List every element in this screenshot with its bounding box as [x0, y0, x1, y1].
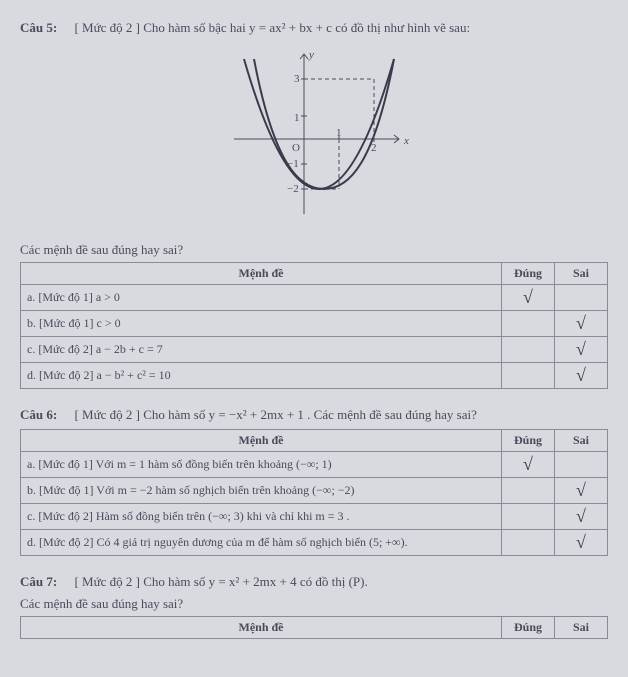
origin-O: O — [292, 142, 300, 154]
q5-th-stmt: Mệnh đề — [21, 263, 502, 285]
check-icon: √ — [576, 339, 586, 359]
q7-prompt: Các mệnh đề sau đúng hay sai? — [20, 596, 608, 612]
q5-intro: [ Mức độ 2 ] Cho hàm số bậc hai y = ax² … — [74, 20, 470, 35]
svg-text:3: 3 — [294, 73, 300, 85]
q7-intro: [ Mức độ 2 ] Cho hàm số y = x² + 2mx + 4… — [74, 574, 367, 589]
q7-th-false: Sai — [555, 617, 608, 639]
table-row: d. [Mức độ 2] Có 4 giá trị nguyên dương … — [21, 530, 608, 556]
svg-text:y: y — [308, 49, 314, 61]
q6-th-false: Sai — [555, 430, 608, 452]
check-icon: √ — [576, 480, 586, 500]
q5-graph: O x y 1 2 1 3 −1 −2 — [20, 44, 608, 228]
q5-row2-stmt: c. [Mức độ 2] a − 2b + c = 7 — [21, 337, 502, 363]
q5-table: Mệnh đề Đúng Sai a. [Mức độ 1] a > 0 √ b… — [20, 262, 608, 389]
table-row: a. [Mức độ 1] a > 0 √ — [21, 285, 608, 311]
svg-text:2: 2 — [371, 142, 377, 154]
q7-label: Câu 7: — [20, 574, 57, 589]
q6-row2-stmt: c. [Mức độ 2] Hàm số đồng biến trên (−∞;… — [21, 504, 502, 530]
table-row: a. [Mức độ 1] Với m = 1 hàm số đồng biến… — [21, 452, 608, 478]
check-icon: √ — [576, 365, 586, 385]
check-icon: √ — [523, 287, 533, 307]
parabola-graph: O x y 1 2 1 3 −1 −2 — [219, 44, 409, 224]
q5-row1-stmt: b. [Mức độ 1] c > 0 — [21, 311, 502, 337]
q5-row3-stmt: d. [Mức độ 2] a − b² + c² = 10 — [21, 363, 502, 389]
svg-text:−1: −1 — [287, 158, 299, 170]
q6-intro: [ Mức độ 2 ] Cho hàm số y = −x² + 2mx + … — [74, 407, 476, 422]
table-row: c. [Mức độ 2] a − 2b + c = 7 √ — [21, 337, 608, 363]
q6-heading: Câu 6: [ Mức độ 2 ] Cho hàm số y = −x² +… — [20, 407, 608, 423]
q5-prompt: Các mệnh đề sau đúng hay sai? — [20, 242, 608, 258]
q6-row0-stmt: a. [Mức độ 1] Với m = 1 hàm số đồng biến… — [21, 452, 502, 478]
q7-th-stmt: Mệnh đề — [21, 617, 502, 639]
q5-row0-stmt: a. [Mức độ 1] a > 0 — [21, 285, 502, 311]
q6-row3-stmt: d. [Mức độ 2] Có 4 giá trị nguyên dương … — [21, 530, 502, 556]
table-row: d. [Mức độ 2] a − b² + c² = 10 √ — [21, 363, 608, 389]
q5-label: Câu 5: — [20, 20, 57, 35]
table-row: b. [Mức độ 1] Với m = −2 hàm số nghịch b… — [21, 478, 608, 504]
q7-th-true: Đúng — [502, 617, 555, 639]
q5-heading: Câu 5: [ Mức độ 2 ] Cho hàm số bậc hai y… — [20, 20, 608, 36]
svg-text:x: x — [403, 135, 409, 147]
q7-table: Mệnh đề Đúng Sai — [20, 616, 608, 639]
q6-th-stmt: Mệnh đề — [21, 430, 502, 452]
q7-heading: Câu 7: [ Mức độ 2 ] Cho hàm số y = x² + … — [20, 574, 608, 590]
svg-text:1: 1 — [294, 112, 300, 124]
table-row: b. [Mức độ 1] c > 0 √ — [21, 311, 608, 337]
table-row: c. [Mức độ 2] Hàm số đồng biến trên (−∞;… — [21, 504, 608, 530]
check-icon: √ — [576, 532, 586, 552]
svg-text:−2: −2 — [287, 183, 299, 195]
q6-label: Câu 6: — [20, 407, 57, 422]
q6-row1-stmt: b. [Mức độ 1] Với m = −2 hàm số nghịch b… — [21, 478, 502, 504]
question-6: Câu 6: [ Mức độ 2 ] Cho hàm số y = −x² +… — [20, 407, 608, 556]
q5-th-true: Đúng — [502, 263, 555, 285]
check-icon: √ — [576, 313, 586, 333]
check-icon: √ — [523, 454, 533, 474]
question-7: Câu 7: [ Mức độ 2 ] Cho hàm số y = x² + … — [20, 574, 608, 639]
q6-th-true: Đúng — [502, 430, 555, 452]
q6-table: Mệnh đề Đúng Sai a. [Mức độ 1] Với m = 1… — [20, 429, 608, 556]
check-icon: √ — [576, 506, 586, 526]
question-5: Câu 5: [ Mức độ 2 ] Cho hàm số bậc hai y… — [20, 20, 608, 389]
q5-th-false: Sai — [555, 263, 608, 285]
